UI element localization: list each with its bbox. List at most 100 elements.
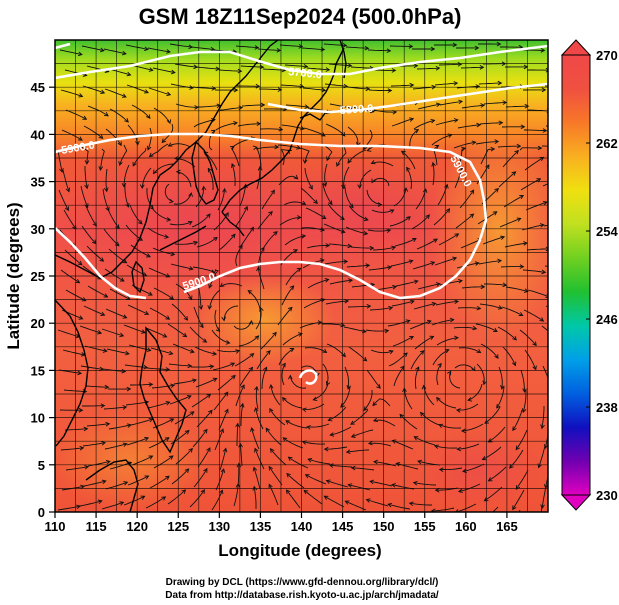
- streamline: [193, 468, 208, 488]
- streamline: [282, 437, 304, 449]
- streamline: [389, 216, 411, 227]
- streamline-arrowhead: [328, 200, 333, 206]
- streamline-arrowhead: [325, 381, 331, 386]
- streamline-arrowhead: [198, 305, 204, 311]
- coast-korea: [191, 140, 219, 205]
- streamline: [409, 129, 419, 150]
- streamline-arrowhead: [165, 475, 170, 481]
- streamline: [322, 363, 329, 386]
- streamline: [413, 302, 436, 310]
- streamline: [436, 337, 459, 346]
- streamline: [524, 349, 537, 370]
- streamline-arrowhead: [304, 474, 310, 479]
- streamline: [240, 227, 254, 247]
- streamline-arrowhead: [148, 67, 154, 72]
- streamline-arrowhead: [236, 462, 242, 468]
- coastlines: [55, 40, 347, 512]
- streamline: [80, 365, 104, 370]
- streamline-arrowhead: [301, 440, 307, 445]
- x-tick-label: 145: [332, 519, 354, 534]
- streamline: [148, 87, 171, 96]
- streamline: [152, 67, 175, 74]
- streamline-arrowhead: [223, 391, 229, 397]
- streamline-arrowhead: [484, 419, 489, 424]
- streamline: [79, 325, 102, 334]
- streamline: [262, 68, 286, 71]
- streamline: [60, 447, 84, 451]
- streamline-arrowhead: [225, 340, 231, 345]
- streamline-arrowhead: [431, 84, 437, 90]
- streamline: [253, 486, 257, 509]
- streamline-arrowhead: [469, 213, 475, 218]
- streamline: [167, 489, 186, 505]
- streamline-arrowhead: [392, 109, 398, 115]
- streamline-arrowhead: [170, 69, 176, 75]
- streamline-arrowhead: [369, 479, 375, 485]
- streamline-arrowhead: [231, 233, 236, 239]
- streamline: [254, 448, 265, 470]
- streamline-arrowhead: [328, 463, 334, 468]
- streamline-arrowhead: [255, 83, 261, 89]
- streamline-arrowhead: [324, 277, 330, 283]
- streamline-arrowhead: [341, 352, 346, 358]
- streamline: [102, 368, 126, 372]
- x-tick-label: 135: [250, 519, 272, 534]
- streamline: [195, 377, 217, 388]
- streamline-arrowhead: [257, 165, 263, 171]
- streamline: [259, 128, 283, 131]
- streamline: [497, 145, 521, 148]
- streamline-arrowhead: [79, 445, 85, 451]
- streamline-arrowhead: [84, 160, 90, 165]
- streamline: [460, 66, 484, 69]
- streamline: [123, 324, 146, 334]
- streamline: [484, 406, 501, 424]
- streamline: [197, 286, 202, 310]
- streamline-arrowhead: [494, 139, 500, 144]
- streamline-arrowhead: [519, 264, 525, 269]
- streamline: [366, 189, 382, 206]
- streamline: [336, 146, 347, 167]
- streamline: [456, 262, 479, 269]
- streamline-arrowhead: [239, 402, 245, 408]
- streamline-arrowhead: [238, 442, 243, 448]
- streamline-arrowhead: [413, 63, 419, 69]
- streamline-arrowhead: [348, 278, 354, 283]
- streamline-arrowhead: [476, 348, 482, 354]
- streamline-arrowhead: [512, 505, 517, 511]
- streamline: [417, 283, 440, 290]
- streamline-arrowhead: [146, 253, 151, 258]
- streamline-arrowhead: [206, 213, 211, 219]
- streamline-arrowhead: [480, 284, 486, 290]
- streamline: [278, 348, 294, 366]
- streamline: [101, 501, 124, 510]
- contour-label-5800: 5800.0: [339, 103, 373, 117]
- streamline: [109, 461, 132, 470]
- streamline-arrowhead: [387, 502, 393, 508]
- streamline-arrowhead: [343, 259, 349, 264]
- streamline: [305, 474, 327, 485]
- streamline: [65, 289, 86, 302]
- streamline: [288, 456, 309, 469]
- streamline: [303, 127, 326, 137]
- streamline: [390, 84, 414, 87]
- streamline-arrowhead: [265, 427, 271, 433]
- streamline-arrowhead: [281, 362, 286, 368]
- streamline: [175, 103, 199, 108]
- streamline-arrowhead: [114, 241, 120, 247]
- streamline: [289, 375, 307, 389]
- streamline-arrowhead: [146, 114, 151, 119]
- streamline-arrowhead: [304, 104, 310, 109]
- streamline: [541, 485, 547, 509]
- streamline: [417, 103, 440, 110]
- streamline-arrowhead: [139, 184, 145, 190]
- streamline: [391, 300, 415, 307]
- streamline-arrowhead: [457, 488, 463, 494]
- streamline: [84, 166, 88, 189]
- plot-area: 5700.0 5800.0 5900.0 5900.0 5900.0: [55, 40, 548, 512]
- streamline-arrowhead: [276, 48, 282, 53]
- streamline-arrowhead: [182, 332, 188, 338]
- streamline: [216, 349, 240, 353]
- streamline-arrowhead: [187, 363, 193, 369]
- streamline-arrowhead: [285, 420, 291, 425]
- streamline-arrowhead: [511, 171, 517, 176]
